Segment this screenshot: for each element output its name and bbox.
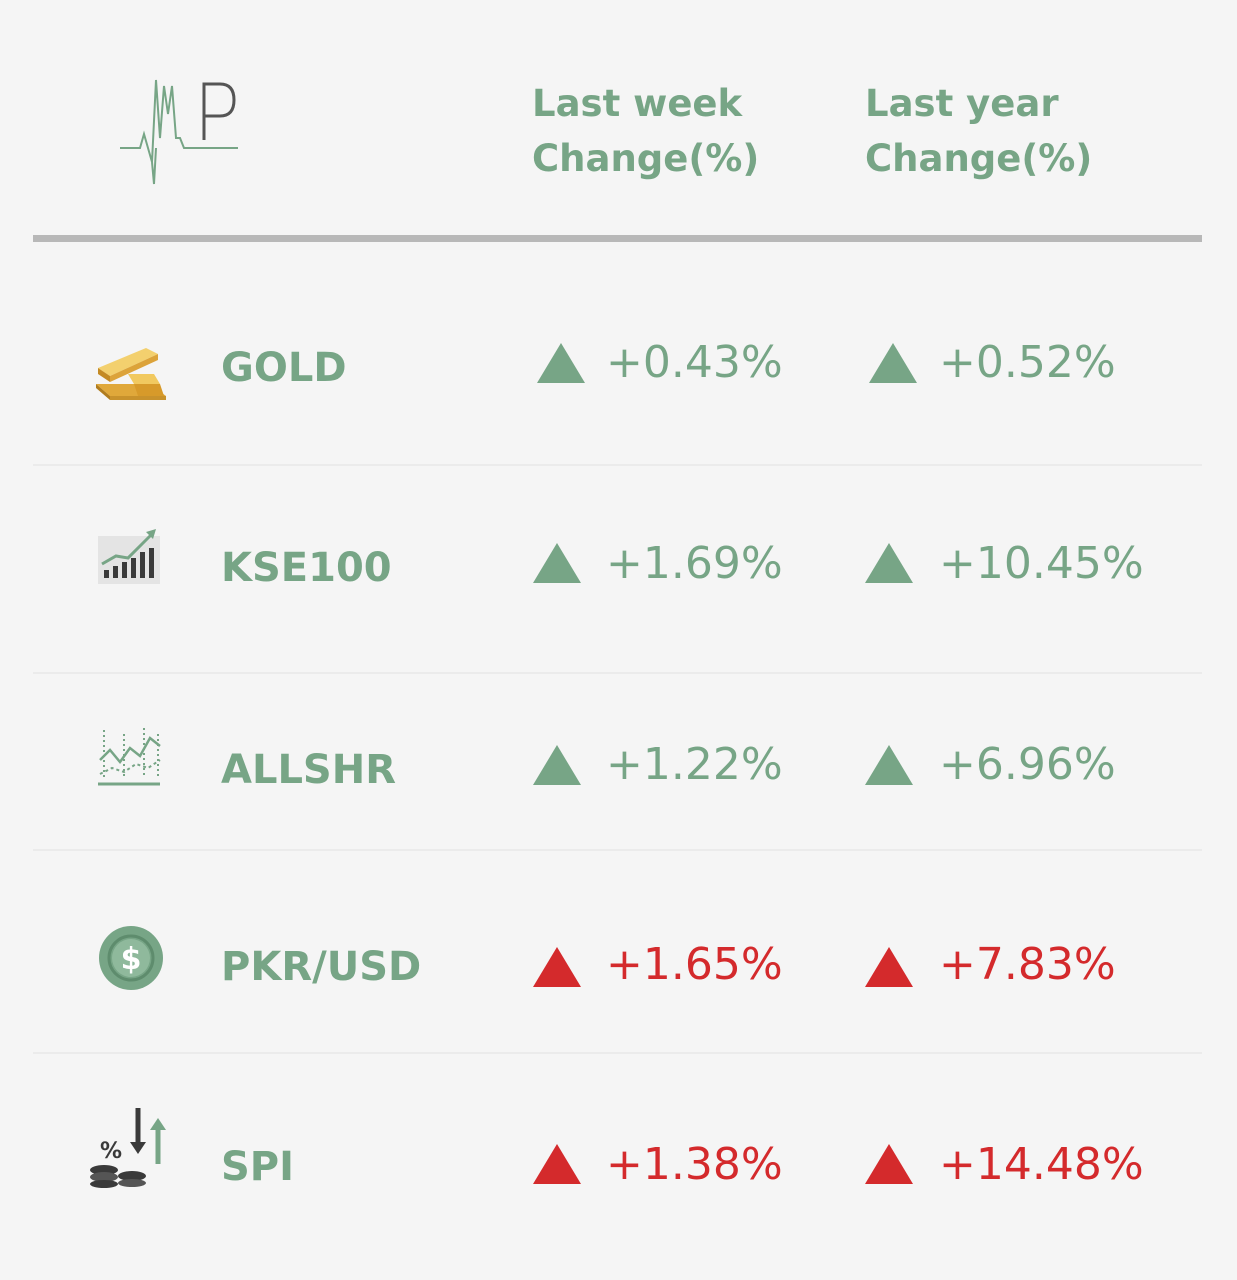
row-name-gold: GOLD: [221, 345, 347, 391]
gold-week-change: +0.43%: [606, 337, 783, 388]
trend-up-icon: [865, 543, 913, 583]
kse100-week-change: +1.69%: [606, 538, 783, 589]
trend-up-icon: [533, 543, 581, 583]
last-year-header-line1: Last year: [865, 82, 1059, 125]
last-year-header: Last year Change(%): [865, 76, 1092, 186]
row-divider: [33, 464, 1202, 466]
line-chart-icon: [98, 728, 161, 786]
svg-text:%: %: [100, 1139, 122, 1164]
pkr-usd-year-change: +7.83%: [939, 939, 1116, 990]
row-name-pkr-usd: PKR/USD: [221, 944, 422, 990]
gold-bar-icon: [96, 348, 166, 400]
row-divider: [33, 849, 1202, 851]
last-week-header-line2: Change(%): [532, 137, 760, 180]
gold-year-change: +0.52%: [939, 337, 1116, 388]
last-year-header-line2: Change(%): [865, 137, 1093, 180]
spi-year-change: +14.48%: [939, 1139, 1144, 1190]
coins-percent-icon: %: [90, 1108, 166, 1188]
bar-chart-growth-icon: [98, 529, 160, 584]
row-name-spi: SPI: [221, 1144, 295, 1190]
trend-up-icon: [865, 947, 913, 987]
trend-up-icon: [533, 947, 581, 987]
header-divider: [33, 235, 1202, 242]
allshr-year-change: +6.96%: [939, 739, 1116, 790]
amp-logo: [120, 79, 238, 185]
row-name-kse100: KSE100: [221, 545, 392, 591]
last-week-header-line1: Last week: [532, 82, 743, 125]
row-name-allshr: ALLSHR: [221, 747, 397, 793]
trend-up-icon: [533, 745, 581, 785]
svg-text:$: $: [121, 942, 142, 977]
spi-week-change: +1.38%: [606, 1139, 783, 1190]
trend-up-icon: [865, 745, 913, 785]
allshr-week-change: +1.22%: [606, 739, 783, 790]
dollar-coin-icon: $: [99, 926, 163, 990]
pkr-usd-week-change: +1.65%: [606, 939, 783, 990]
last-week-header: Last week Change(%): [532, 76, 759, 186]
trend-up-icon: [533, 1144, 581, 1184]
trend-up-icon: [865, 1144, 913, 1184]
kse100-year-change: +10.45%: [939, 538, 1144, 589]
row-divider: [33, 672, 1202, 674]
row-divider: [33, 1052, 1202, 1054]
trend-up-icon: [537, 343, 585, 383]
trend-up-icon: [869, 343, 917, 383]
